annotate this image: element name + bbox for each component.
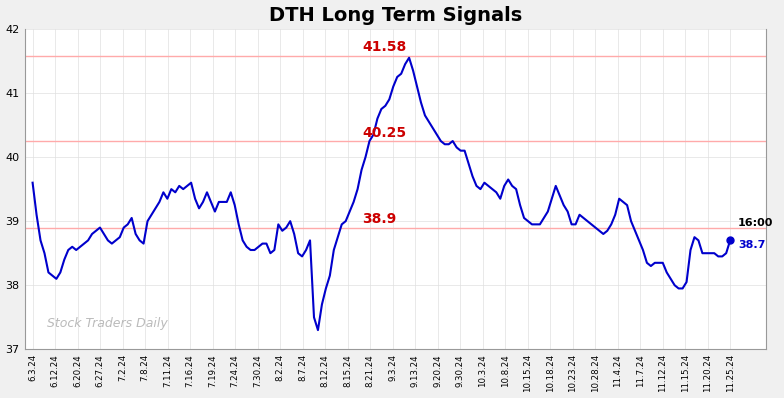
Text: 40.25: 40.25	[362, 125, 406, 140]
Text: 38.7: 38.7	[738, 240, 765, 250]
Text: 41.58: 41.58	[362, 40, 407, 54]
Text: Stock Traders Daily: Stock Traders Daily	[47, 317, 168, 330]
Text: 38.9: 38.9	[362, 212, 397, 226]
Text: 16:00: 16:00	[738, 218, 774, 228]
Title: DTH Long Term Signals: DTH Long Term Signals	[269, 6, 522, 25]
